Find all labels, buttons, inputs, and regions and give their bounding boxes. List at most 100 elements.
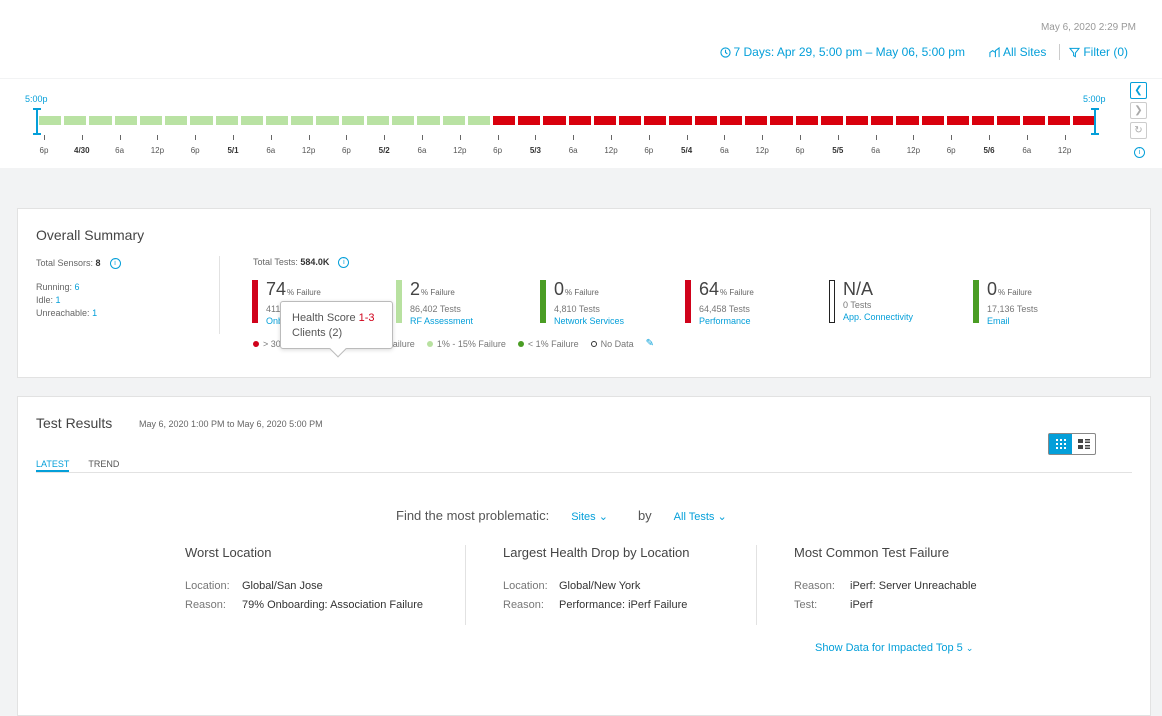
- timeline-segment[interactable]: [265, 116, 289, 125]
- all-sites-button[interactable]: All Sites: [989, 45, 1046, 59]
- time-range-button[interactable]: 7 Days: Apr 29, 5:00 pm – May 06, 5:00 p…: [719, 45, 965, 59]
- legend-label: < 1% Failure: [527, 338, 579, 349]
- timeline-segment[interactable]: [921, 116, 944, 125]
- timeline-segment[interactable]: [568, 116, 591, 125]
- timeline-segment[interactable]: [719, 116, 743, 125]
- metric-network-services[interactable]: 0% Failure 4,810 Tests Network Services: [540, 280, 625, 326]
- edit-icon[interactable]: ✎: [645, 338, 655, 349]
- timeline-segment[interactable]: [64, 116, 87, 125]
- timeline-segment[interactable]: [619, 116, 642, 125]
- timeline-prev-button[interactable]: ❮: [1130, 82, 1147, 99]
- timeline-segment[interactable]: [593, 116, 617, 125]
- timeline-segment[interactable]: [644, 116, 667, 125]
- timeline-next-button[interactable]: ❯: [1130, 102, 1147, 119]
- tests-dropdown[interactable]: All Tests ⌄: [674, 510, 727, 523]
- tests-info-icon[interactable]: i: [338, 257, 350, 269]
- timeline-tick-label: 6p: [644, 146, 654, 155]
- grid-view-button[interactable]: [1049, 434, 1072, 454]
- sites-dropdown[interactable]: Sites ⌄: [571, 510, 608, 523]
- timeline-segment[interactable]: [392, 116, 415, 125]
- timeline-segment[interactable]: [972, 116, 995, 125]
- metric-performance[interactable]: 64% Failure 64,458 Tests Performance: [685, 280, 754, 326]
- metric-unit: % Failure: [720, 288, 754, 297]
- timeline-segment[interactable]: [89, 116, 112, 125]
- timeline-segment[interactable]: [896, 116, 919, 125]
- metric-rf-assessment[interactable]: 2% Failure 86,402 Tests RF Assessment: [396, 280, 474, 326]
- metric-name-link[interactable]: App. Connectivity: [843, 312, 914, 322]
- timeline-segment[interactable]: [871, 116, 894, 125]
- metric-name-link[interactable]: Performance: [699, 316, 751, 326]
- timeline-segment[interactable]: [492, 116, 516, 125]
- timeline-end-handle[interactable]: [1091, 108, 1099, 135]
- timeline-segment[interactable]: [366, 116, 390, 125]
- timeline-segment[interactable]: [165, 116, 188, 125]
- timeline-segment[interactable]: [795, 116, 818, 125]
- timeline-segment[interactable]: [1072, 116, 1096, 125]
- problematic-finder: Find the most problematic: Sites ⌄ by Al…: [396, 508, 727, 523]
- timeline-segment[interactable]: [1047, 116, 1070, 125]
- sensors-info-icon[interactable]: i: [109, 258, 121, 270]
- timeline-segment[interactable]: [543, 116, 566, 125]
- timeline-tick: [762, 135, 764, 140]
- tests-dropdown-label: All Tests: [673, 511, 715, 523]
- metric-pct: N/A: [843, 279, 874, 299]
- timeline-tick-label: 5/6: [983, 146, 995, 155]
- list-view-button[interactable]: [1072, 434, 1095, 454]
- timeline-tick-label: 5/4: [681, 146, 693, 155]
- timeline-segment[interactable]: [240, 116, 263, 125]
- timeline-health-bar[interactable]: [39, 116, 1096, 125]
- timeline-segment[interactable]: [820, 116, 843, 125]
- timeline-segment[interactable]: [139, 116, 163, 125]
- timeline-tick-label: 6p: [795, 146, 805, 155]
- timeline-segment[interactable]: [417, 116, 440, 125]
- tooltip-score: 1-3: [358, 312, 375, 324]
- timeline-segment[interactable]: [190, 116, 213, 125]
- timeline-segment[interactable]: [846, 116, 869, 125]
- legend-dot: [253, 340, 259, 347]
- timeline-tick: [459, 135, 461, 140]
- metric-name-link[interactable]: Email: [987, 316, 1010, 326]
- timeline-segment[interactable]: [291, 116, 314, 125]
- metric-email[interactable]: 0% Failure 17,136 Tests Email: [973, 280, 1038, 326]
- reason-label: Reason:: [503, 599, 544, 611]
- timeline-segment[interactable]: [442, 116, 465, 125]
- tab-latest[interactable]: LATEST: [36, 459, 70, 472]
- timeline-tick-label: 6p: [341, 146, 351, 155]
- idle-count-link[interactable]: 1: [55, 295, 61, 305]
- unreachable-count-link[interactable]: 1: [92, 308, 98, 318]
- metric-name-link[interactable]: RF Assessment: [410, 316, 474, 326]
- timeline-tick-label: 12p: [604, 146, 618, 155]
- timeline-tick: [195, 135, 197, 140]
- timeline-segment[interactable]: [997, 116, 1020, 125]
- sites-icon: [989, 46, 1000, 57]
- timeline-segment[interactable]: [1022, 116, 1045, 125]
- timeline-segment[interactable]: [467, 116, 490, 125]
- timeline-reset-button[interactable]: ↻: [1130, 122, 1147, 139]
- timeline-segment[interactable]: [669, 116, 692, 125]
- metric-name-link[interactable]: Network Services: [554, 316, 625, 326]
- filter-button[interactable]: Filter (0): [1069, 45, 1128, 59]
- common-failure-panel: Most Common Test Failure Reason: iPerf: S…: [794, 545, 977, 618]
- timeline-segment[interactable]: [518, 116, 541, 125]
- timeline-segment[interactable]: [215, 116, 238, 125]
- timeline-info-icon[interactable]: i: [1134, 147, 1145, 158]
- timeline-tick-label: 6p: [946, 146, 956, 155]
- timeline-segment[interactable]: [114, 116, 137, 125]
- timeline-tick-label: 6p: [190, 146, 200, 155]
- timeline-start-handle[interactable]: [33, 108, 41, 135]
- timeline-tick: [611, 135, 612, 140]
- timeline-segment[interactable]: [694, 116, 717, 125]
- worst-location-panel: Worst Location Location: Global/San Jose …: [185, 545, 423, 618]
- running-count-link[interactable]: 6: [74, 282, 80, 292]
- tab-trend[interactable]: TREND: [88, 459, 120, 469]
- timeline-segment[interactable]: [316, 116, 339, 125]
- timeline-segment[interactable]: [745, 116, 768, 125]
- timeline-segment[interactable]: [770, 116, 793, 125]
- timeline-segment[interactable]: [39, 116, 62, 125]
- timeline-segment[interactable]: [946, 116, 970, 125]
- metric-app-connectivity[interactable]: N/A 0 Tests App. Connectivity: [829, 280, 913, 323]
- legend-item: 1% - 15% Failure: [426, 339, 506, 349]
- timeline-segment[interactable]: [341, 116, 364, 125]
- show-impacted-top5-link[interactable]: Show Data for Impacted Top 5 ⌄: [815, 642, 973, 654]
- timeline-tick-label: 6a: [1022, 146, 1032, 155]
